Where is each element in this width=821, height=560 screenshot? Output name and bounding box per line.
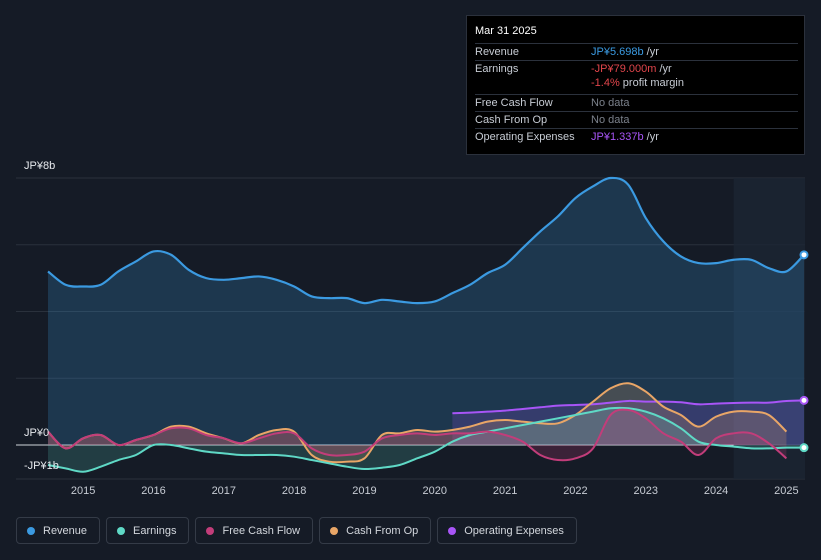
tooltip-value: JP¥1.337b (591, 131, 644, 143)
area-revenue (48, 177, 804, 445)
tooltip-row-revenue: Revenue JP¥5.698b /yr (475, 43, 798, 61)
x-tick-label: 2016 (141, 485, 166, 497)
line-revenue (47, 176, 805, 305)
end-marker-earnings (799, 443, 809, 453)
y-tick-label-zero: JP¥0 (24, 427, 50, 439)
profit-margin-label: profit margin (619, 77, 684, 89)
legend-item-operating-expenses[interactable]: Operating Expenses (437, 517, 577, 544)
tooltip-unit: /yr (643, 46, 659, 58)
area-free-cash-flow (48, 409, 787, 461)
area-operating-expenses (452, 400, 804, 445)
legend-label: Free Cash Flow (222, 524, 301, 537)
legend-dot-icon (117, 526, 126, 535)
tooltip-label: Revenue (475, 46, 520, 58)
series-lines (47, 176, 805, 473)
y-tick-label-top: JP¥8b (24, 160, 56, 172)
legend-item-earnings[interactable]: Earnings (106, 517, 190, 544)
tooltip-profit-margin: -1.4% profit margin (591, 77, 684, 89)
forecast-region (733, 178, 805, 479)
legend-dot-icon (448, 526, 457, 535)
legend-label: Revenue (43, 524, 88, 537)
x-tick-label: 2019 (352, 485, 377, 497)
tooltip-value: No data (591, 114, 630, 126)
legend-dot-icon (27, 526, 35, 535)
x-tick-label: 2021 (492, 485, 518, 497)
x-tick-label: 2024 (703, 485, 729, 497)
line-cash-from-op (47, 382, 788, 464)
legend-item-cash-from-op[interactable]: Cash From Op (319, 517, 432, 544)
tooltip-label: Free Cash Flow (475, 97, 553, 109)
series-areas (48, 177, 804, 472)
tooltip-date: Mar 31 2025 (475, 25, 537, 37)
legend-dot-icon (206, 526, 215, 535)
tooltip-unit: /yr (656, 63, 672, 75)
legend-label: Operating Expenses (464, 524, 564, 537)
tooltip-row-cash-from-op: Cash From Op No data (475, 111, 798, 129)
x-tick-label: 2023 (633, 485, 658, 497)
x-tick-label: 2022 (563, 485, 588, 497)
tooltip-value: No data (591, 97, 630, 109)
end-marker-operating-expenses (799, 395, 809, 405)
x-tick-label: 2015 (70, 485, 96, 497)
tooltip-value: -JP¥79.000m (591, 63, 657, 75)
legend-dot-icon (330, 526, 339, 535)
data-tooltip: Mar 31 2025 Revenue JP¥5.698b /yr Earnin… (466, 15, 805, 155)
tooltip-label: Operating Expenses (475, 131, 575, 143)
end-marker-revenue (799, 250, 809, 260)
tooltip-unit: /yr (643, 131, 659, 143)
x-tick-label: 2017 (211, 485, 237, 497)
legend-item-revenue[interactable]: Revenue (16, 517, 101, 544)
legend-item-free-cash-flow[interactable]: Free Cash Flow (195, 517, 314, 544)
tooltip-row-operating-expenses: Operating Expenses JP¥1.337b /yr (475, 128, 798, 146)
tooltip-label: Earnings (475, 63, 519, 75)
line-earnings (47, 406, 805, 473)
line-operating-expenses (452, 399, 805, 415)
x-tick-label: 2018 (281, 485, 307, 497)
line-free-cash-flow (47, 408, 788, 462)
y-tick-label-bottom: -JP¥1b (24, 460, 59, 472)
profit-margin-value: -1.4% (591, 77, 620, 89)
tooltip-label: Cash From Op (475, 114, 548, 126)
tooltip-row-free-cash-flow: Free Cash Flow No data (475, 94, 798, 112)
legend-label: Earnings (133, 524, 177, 537)
series-end-markers (799, 250, 809, 453)
area-earnings (48, 407, 804, 472)
chart-legend: Revenue Earnings Free Cash Flow Cash Fro… (16, 517, 577, 544)
tooltip-row-earnings: Earnings -JP¥79.000m /yr (475, 60, 798, 95)
x-tick-label: 2025 (774, 485, 799, 497)
gridlines (16, 177, 805, 480)
x-tick-label: 2020 (422, 485, 448, 497)
legend-label: Cash From Op (346, 524, 419, 537)
tooltip-value: JP¥5.698b (591, 46, 644, 58)
